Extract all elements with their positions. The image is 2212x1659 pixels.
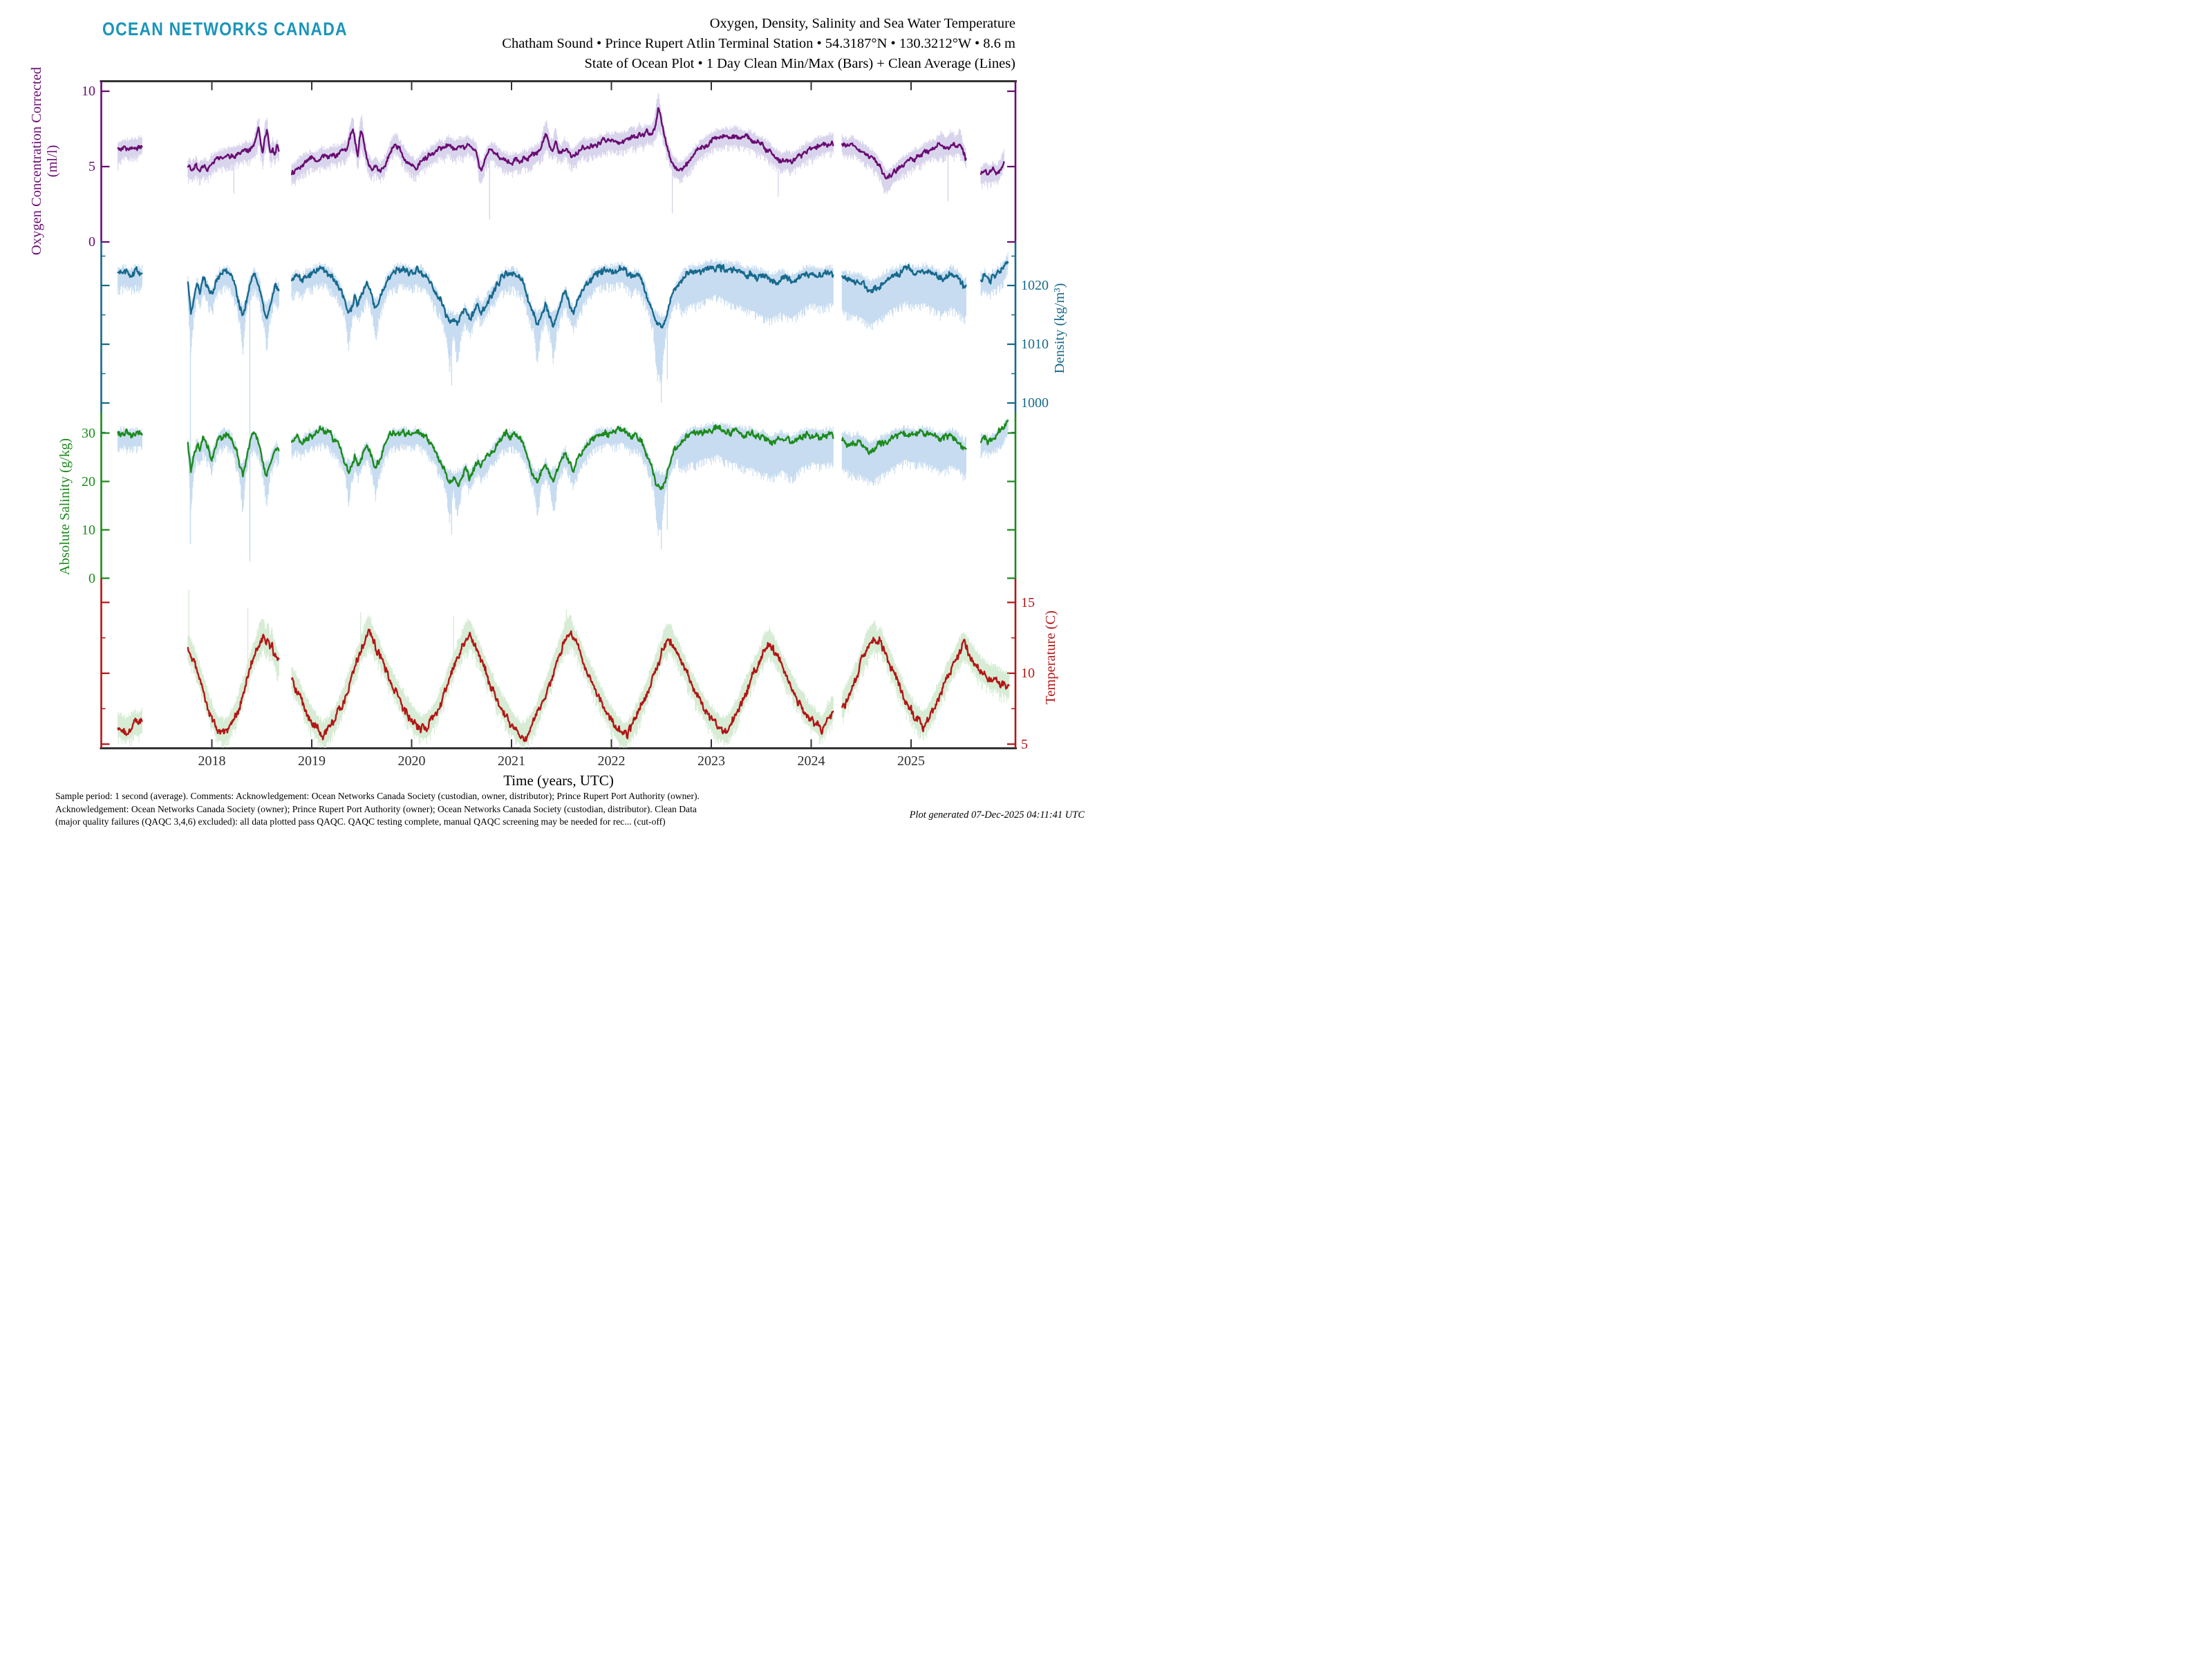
- x-tick-label-2021: 2021: [498, 753, 525, 769]
- y-tick-label-density-1020: 1020: [1021, 278, 1049, 293]
- ocean-networks-canada-logo: OCEAN NETWORKS CANADA: [102, 18, 348, 39]
- x-tick-label-2019: 2019: [298, 753, 326, 769]
- y-axis-label-density: Density (kg/m³): [1052, 283, 1067, 374]
- y-tick-label-density-1010: 1010: [1021, 337, 1049, 352]
- plot-canvas: [0, 0, 1106, 830]
- x-tick-label-2018: 2018: [198, 753, 226, 769]
- y-tick-label-temperature-10: 10: [1021, 666, 1035, 681]
- plot-title-line2: Chatham Sound • Prince Rupert Atlin Term…: [502, 36, 1015, 51]
- y-tick-label-salinity-0: 0: [88, 570, 95, 586]
- x-axis-label: Time (years, UTC): [503, 772, 614, 789]
- y-tick-label-density-1000: 1000: [1021, 395, 1049, 411]
- footer-line3: (major quality failures (QAQC 3,4,6) exc…: [55, 816, 666, 827]
- y-tick-label-temperature-15: 15: [1021, 594, 1035, 610]
- y-tick-label-salinity-30: 30: [82, 425, 95, 441]
- y-tick-label-temperature-5: 5: [1021, 736, 1028, 752]
- x-tick-label-2020: 2020: [397, 753, 426, 769]
- footer-comments: Sample period: 1 second (average). Comme…: [55, 790, 700, 829]
- y-tick-label-salinity-20: 20: [82, 474, 95, 489]
- plot-title-line3: State of Ocean Plot • 1 Day Clean Min/Ma…: [584, 56, 1015, 71]
- y-axis-label-temperature: Temperature (C): [1043, 610, 1058, 704]
- y-tick-label-oxygen-5: 5: [88, 159, 95, 174]
- x-tick-label-2024: 2024: [797, 753, 825, 769]
- x-tick-label-2023: 2023: [697, 753, 725, 769]
- y-tick-label-oxygen-0: 0: [88, 234, 95, 250]
- y-tick-label-oxygen-10: 10: [82, 84, 95, 99]
- y-tick-label-salinity-10: 10: [82, 522, 95, 538]
- plot-title-line1: Oxygen, Density, Salinity and Sea Water …: [709, 16, 1015, 31]
- state-of-ocean-plot: OCEAN NETWORKS CANADA Oxygen, Density, S…: [0, 0, 1106, 830]
- y-axis-label-salinity: Absolute Salinity (g/kg): [57, 438, 73, 576]
- footer-line1: Sample period: 1 second (average). Comme…: [55, 791, 700, 801]
- plot-title-block: Oxygen, Density, Salinity and Sea Water …: [502, 14, 1015, 74]
- x-tick-label-2025: 2025: [897, 753, 925, 769]
- footer-line2: Acknowledgement: Ocean Networks Canada S…: [55, 803, 697, 814]
- x-tick-label-2022: 2022: [597, 753, 626, 769]
- plot-generated-timestamp: Plot generated 07-Dec-2025 04:11:41 UTC: [909, 809, 1085, 821]
